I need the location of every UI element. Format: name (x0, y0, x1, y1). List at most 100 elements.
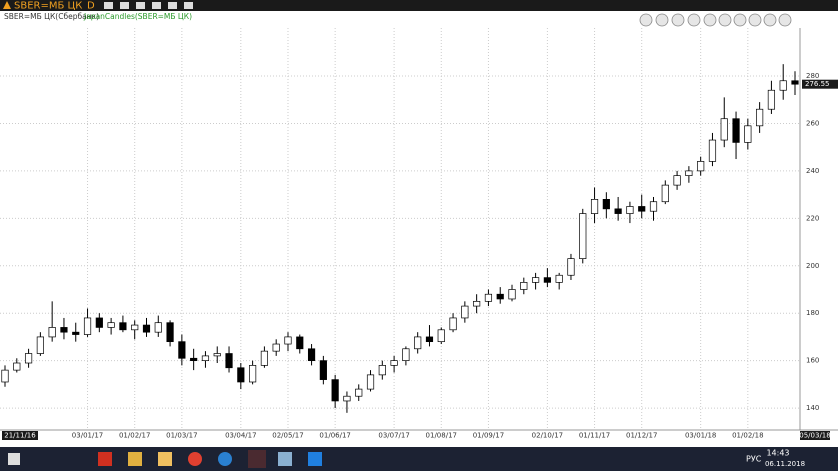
nav-button[interactable] (748, 13, 762, 27)
taskbar-apps (98, 450, 322, 468)
language: РУС (746, 455, 762, 464)
candle-body (473, 300, 481, 307)
app-icon[interactable] (158, 452, 172, 466)
y-tick-label: 140 (806, 404, 819, 412)
x-tick-label: 03/01/18 (685, 432, 716, 440)
candle-body (532, 277, 540, 283)
app-icon[interactable] (278, 452, 292, 466)
candle-body (95, 317, 103, 328)
tool-button[interactable] (136, 2, 145, 9)
candle-body (319, 360, 327, 380)
candle-body (661, 184, 669, 203)
interval: D (87, 1, 95, 12)
tool-button[interactable] (120, 2, 129, 9)
nav-button[interactable] (703, 13, 717, 27)
candle-body (484, 293, 493, 302)
candle-body (331, 379, 339, 402)
toolbar (0, 0, 838, 11)
candle-body (190, 357, 198, 361)
x-tick-label: 01/02/18 (732, 432, 763, 440)
candle-body (343, 395, 351, 402)
candle-body (36, 336, 44, 354)
taskbar (0, 447, 838, 471)
nav-buttons[interactable] (639, 13, 792, 27)
candle-body (449, 317, 457, 331)
candle-body (425, 336, 434, 343)
last-price-box (802, 79, 838, 89)
x-tick-label: 01/11/17 (579, 432, 610, 440)
candle-body (567, 258, 575, 276)
candle-body (131, 324, 139, 331)
candle-body (249, 365, 257, 383)
x-tick-label: 21/11/16 (4, 432, 36, 440)
candle-body (13, 362, 21, 371)
candle-body (437, 329, 445, 343)
candle-body (24, 353, 33, 364)
candle-body (555, 274, 563, 283)
nav-button[interactable] (778, 13, 792, 27)
app-icon[interactable] (218, 452, 232, 466)
candle-body (166, 322, 174, 343)
nav-button[interactable] (687, 13, 701, 27)
legend-indicator: JapanCandles(SBER=МБ ЦК) (83, 12, 192, 21)
x-tick-label: 02/05/17 (272, 432, 303, 440)
nav-button[interactable] (671, 13, 685, 27)
app-icon[interactable] (308, 452, 322, 466)
nav-button[interactable] (655, 13, 669, 27)
tool-button[interactable] (104, 2, 113, 9)
candle-body (272, 343, 280, 352)
candle-body (260, 350, 268, 366)
candle-body (296, 336, 304, 350)
candle-body (685, 170, 693, 176)
candle-body (767, 89, 776, 110)
toolbar-tools[interactable] (104, 2, 193, 9)
app-icon[interactable] (188, 452, 202, 466)
x-tick-label: 01/02/17 (119, 432, 150, 440)
nav-button[interactable] (718, 13, 732, 27)
candle-body (390, 360, 398, 366)
x-tick-label: 05/03/18 (799, 432, 830, 440)
clock-time: 14:43 (766, 449, 789, 458)
symbol-icon (3, 1, 11, 9)
x-tick-label: 01/06/17 (319, 432, 350, 440)
candle-body (708, 139, 717, 162)
y-tick-label: 260 (806, 119, 819, 127)
candle-body (638, 206, 646, 212)
x-range-start-box (2, 431, 38, 440)
candle-body (201, 355, 210, 361)
y-tick-label: 280 (806, 72, 819, 80)
y-tick-label: 240 (806, 167, 819, 175)
candle-body (756, 108, 764, 127)
y-tick-label: 160 (806, 357, 819, 365)
candle-body (72, 331, 80, 335)
candle-body (119, 322, 127, 331)
app-icon[interactable] (128, 452, 142, 466)
candle-body (142, 324, 151, 333)
x-tick-label: 02/10/17 (532, 432, 563, 440)
x-tick-label: 01/12/17 (626, 432, 657, 440)
candle-body (779, 80, 787, 91)
candle-body (791, 80, 799, 85)
candle-body (614, 208, 622, 214)
x-tick-label: 03/04/17 (225, 432, 256, 440)
tool-button[interactable] (152, 2, 161, 9)
candle-body (178, 341, 186, 359)
tool-button[interactable] (168, 2, 177, 9)
nav-button[interactable] (639, 13, 653, 27)
candle-body (60, 327, 68, 333)
start-button[interactable] (8, 453, 20, 465)
legend-title: SBER=МБ ЦК(Сбербанк) (4, 12, 99, 21)
app-icon[interactable] (98, 452, 112, 466)
x-tick-label: 01/03/17 (166, 432, 197, 440)
candle-body (590, 199, 599, 214)
candle-body (237, 367, 245, 383)
tool-button[interactable] (184, 2, 193, 9)
nav-button[interactable] (733, 13, 747, 27)
candle-body (307, 348, 316, 361)
x-tick-label: 03/01/17 (72, 432, 103, 440)
symbol: SBER=МБ ЦК (14, 1, 82, 12)
app-icon[interactable] (248, 450, 266, 468)
nav-button[interactable] (763, 13, 777, 27)
